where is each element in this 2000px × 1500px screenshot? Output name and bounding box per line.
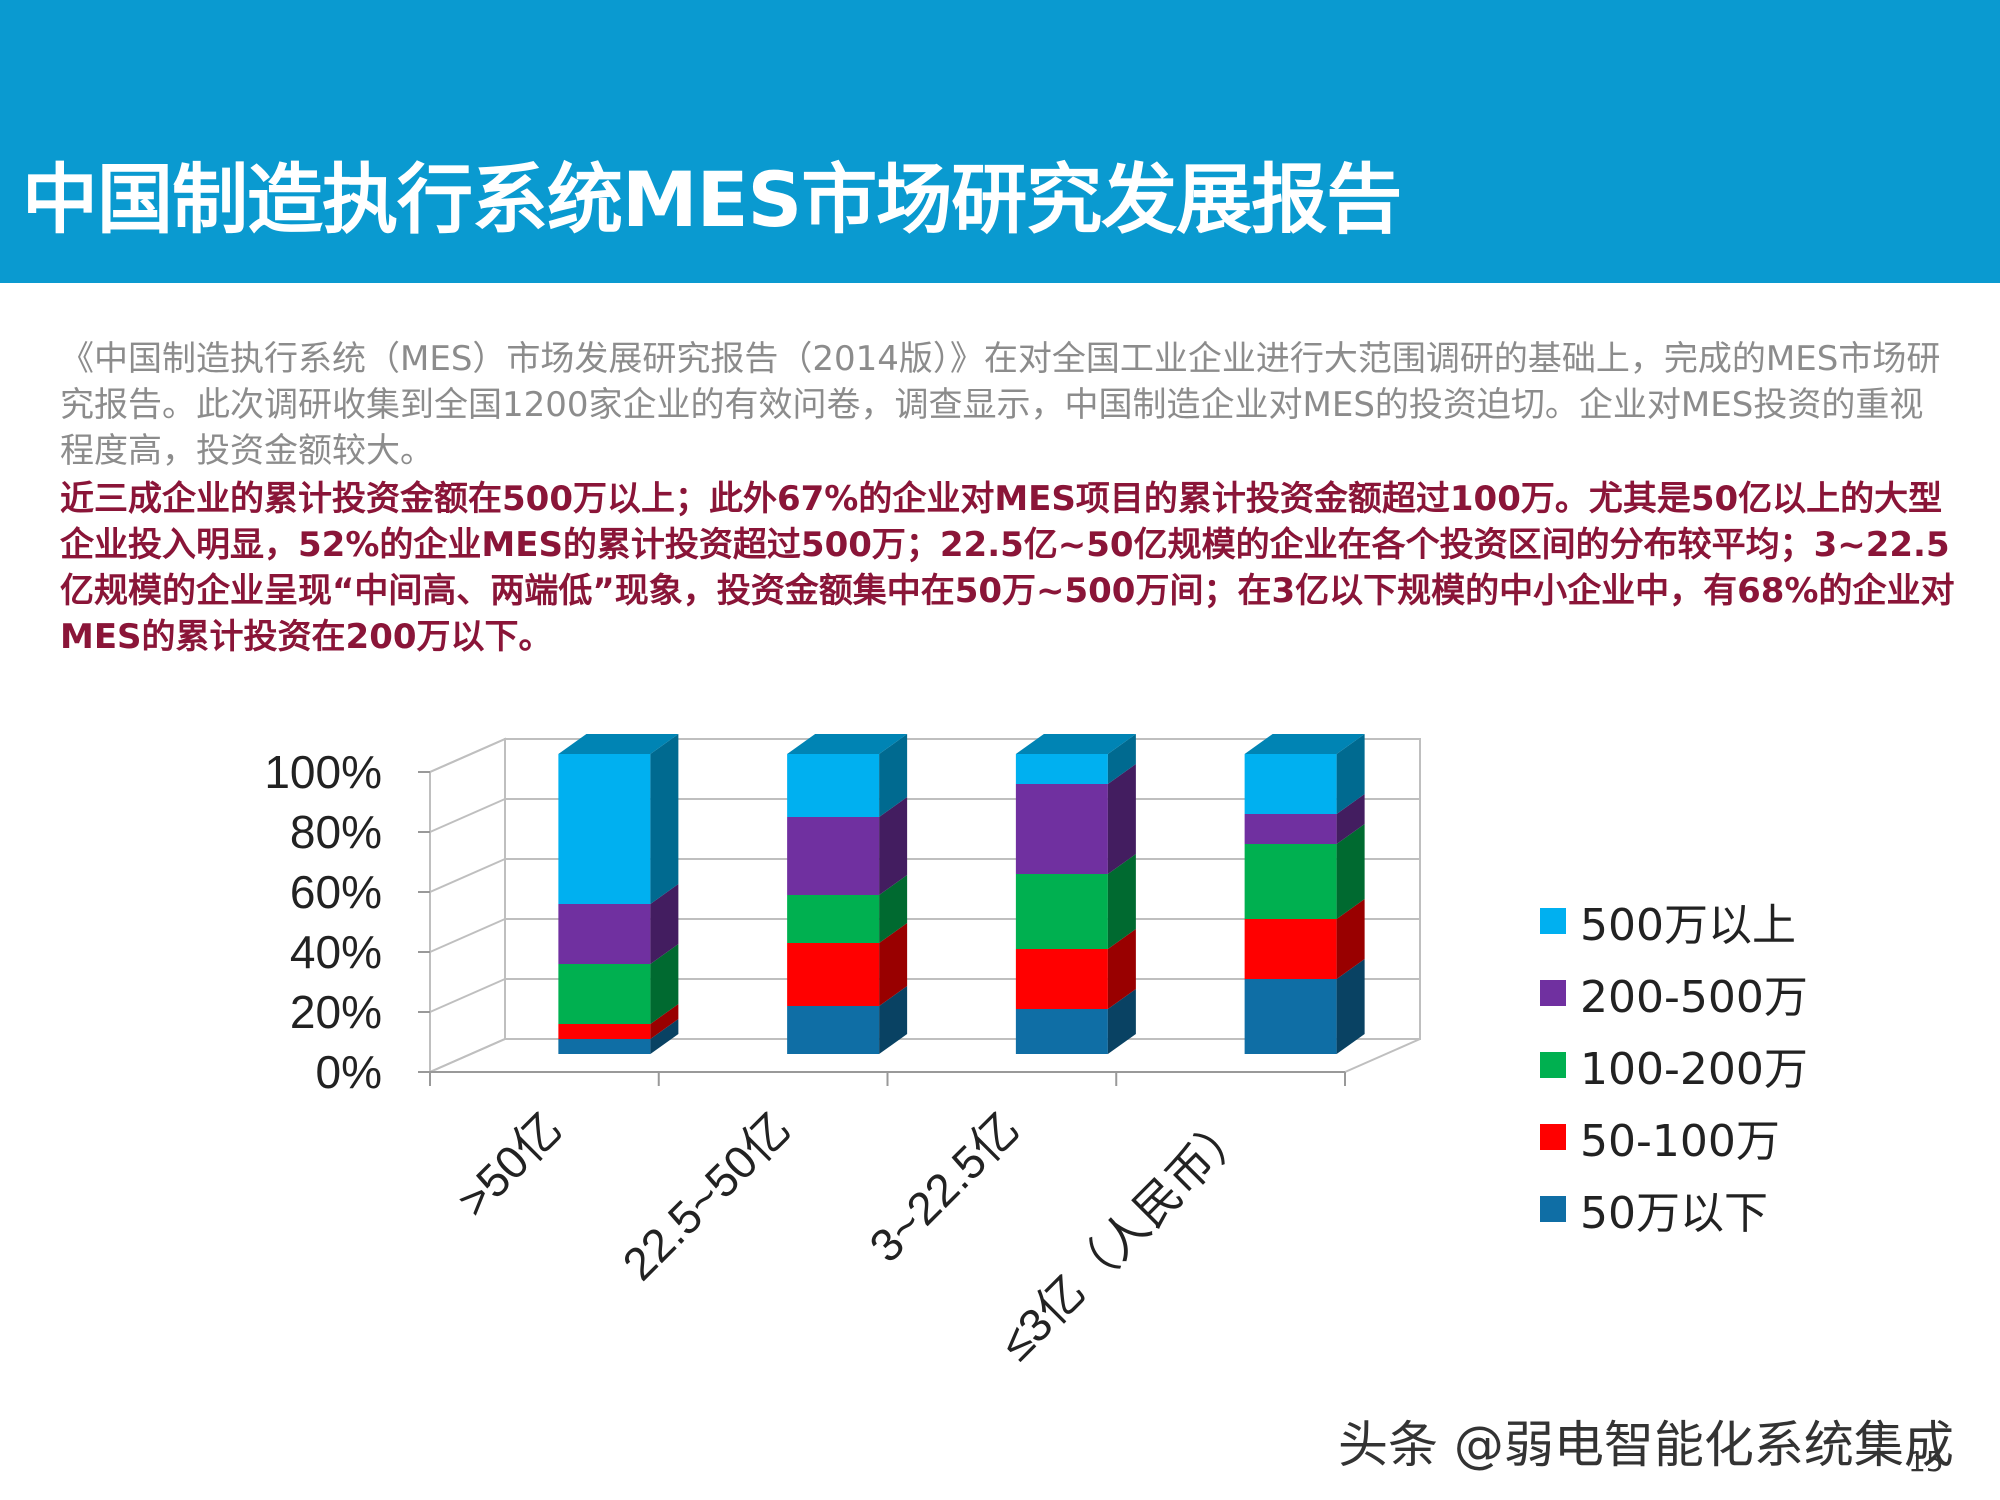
bar-segment-side — [1107, 764, 1136, 874]
bar-segment-side — [650, 734, 679, 904]
legend-item: 50万以下 — [1540, 1173, 1808, 1245]
bar-segment-front — [558, 904, 651, 964]
bar-segment-top — [1015, 734, 1136, 754]
bar-segment-front — [558, 1024, 651, 1039]
y-tick-label: 60% — [290, 866, 382, 918]
legend-item: 100-200万 — [1540, 1029, 1808, 1101]
bar-segment-front — [787, 817, 880, 895]
y-tick-label: 100% — [264, 746, 382, 798]
bar-segment-side — [1336, 959, 1365, 1054]
bar-segment-front — [1244, 919, 1337, 979]
x-category-label: ≤3亿（人民币） — [990, 1102, 1258, 1370]
legend-item: 200-500万 — [1540, 957, 1808, 1029]
bar-segment-front — [558, 754, 651, 904]
bar-segment-top — [1244, 734, 1365, 754]
legend-swatch — [1540, 1124, 1566, 1150]
bar-segment-side — [1336, 824, 1365, 919]
chart-legend: 500万以上 200-500万 100-200万 50-100万 50万以下 — [1540, 885, 1808, 1245]
bar-segment-front — [558, 964, 651, 1024]
bar-segment-side — [879, 797, 908, 895]
gridline-side — [429, 978, 506, 1013]
bar-segment-front — [787, 943, 880, 1006]
y-tick-label: 80% — [290, 806, 382, 858]
bar-segment-side — [879, 734, 908, 817]
bar-segment-side — [1107, 929, 1136, 1009]
bar-segment-front — [1015, 754, 1108, 784]
legend-label: 500万以上 — [1580, 900, 1796, 951]
legend-swatch — [1540, 908, 1566, 934]
bar-segment-side — [650, 944, 679, 1024]
legend-label: 200-500万 — [1580, 972, 1808, 1023]
bar-segment-side — [1336, 734, 1365, 814]
bar-segment-side — [1336, 899, 1365, 979]
legend-label: 50万以下 — [1580, 1188, 1768, 1239]
legend-item: 50-100万 — [1540, 1101, 1808, 1173]
bar-segment-front — [558, 1039, 651, 1054]
bar-segment-side — [879, 923, 908, 1006]
bar-segment-side — [650, 1019, 679, 1054]
y-tick-label: 40% — [290, 926, 382, 978]
legend-swatch — [1540, 1052, 1566, 1078]
slide-title: 中国制造执行系统MES市场研究发展报告 — [22, 155, 1402, 244]
header-band — [0, 0, 2000, 283]
x-category-label: 3~22.5亿 — [859, 1102, 1029, 1272]
gridline-side — [429, 918, 506, 953]
intro-paragraph: 《中国制造执行系统（MES）市场发展研究报告（2014版）》在对全国工业企业进行… — [60, 339, 1941, 471]
bar-segment-side — [1336, 794, 1365, 844]
bar-segment-front — [787, 754, 880, 817]
legend-swatch — [1540, 980, 1566, 1006]
y-tick-label: 20% — [290, 986, 382, 1038]
page-number: 15 — [1908, 1445, 1944, 1478]
x-category-label: >50亿 — [447, 1102, 571, 1226]
gridline-side — [429, 738, 506, 773]
watermark-text: 头条 @弱电智能化系统集成 — [1338, 1416, 1954, 1474]
gridline-side — [429, 858, 506, 893]
legend-label: 50-100万 — [1580, 1116, 1780, 1167]
bar-segment-side — [879, 986, 908, 1054]
bar-segment-side — [1107, 734, 1136, 784]
bar-segment-front — [1244, 844, 1337, 919]
y-tick-label: 0% — [316, 1046, 382, 1098]
bar-segment-front — [1244, 814, 1337, 844]
bar-segment-front — [1015, 1009, 1108, 1054]
legend-label: 100-200万 — [1580, 1044, 1808, 1095]
bar-segment-front — [787, 895, 880, 943]
bar-segment-side — [879, 875, 908, 943]
x-category-label: 22.5~50亿 — [612, 1102, 800, 1290]
legend-item: 500万以上 — [1540, 885, 1808, 957]
bar-segment-front — [1015, 949, 1108, 1009]
legend-swatch — [1540, 1196, 1566, 1222]
finding-paragraph: 近三成企业的累计投资金额在500万以上；此外67%的企业对MES项目的累计投资金… — [60, 479, 1955, 657]
bar-segment-side — [1107, 989, 1136, 1054]
bar-segment-front — [1244, 754, 1337, 814]
bar-segment-side — [650, 1004, 679, 1039]
chart-side-wall — [429, 737, 506, 1074]
bar-segment-front — [1015, 784, 1108, 874]
bar-segment-front — [1244, 979, 1337, 1054]
bar-segment-front — [1015, 874, 1108, 949]
bar-segment-side — [1107, 854, 1136, 949]
gridline-side — [429, 1038, 506, 1073]
bar-segment-front — [787, 1006, 880, 1054]
bar-segment-top — [787, 734, 908, 754]
bar-segment-side — [650, 884, 679, 964]
gridline-side — [429, 798, 506, 833]
bar-segment-top — [558, 734, 679, 754]
